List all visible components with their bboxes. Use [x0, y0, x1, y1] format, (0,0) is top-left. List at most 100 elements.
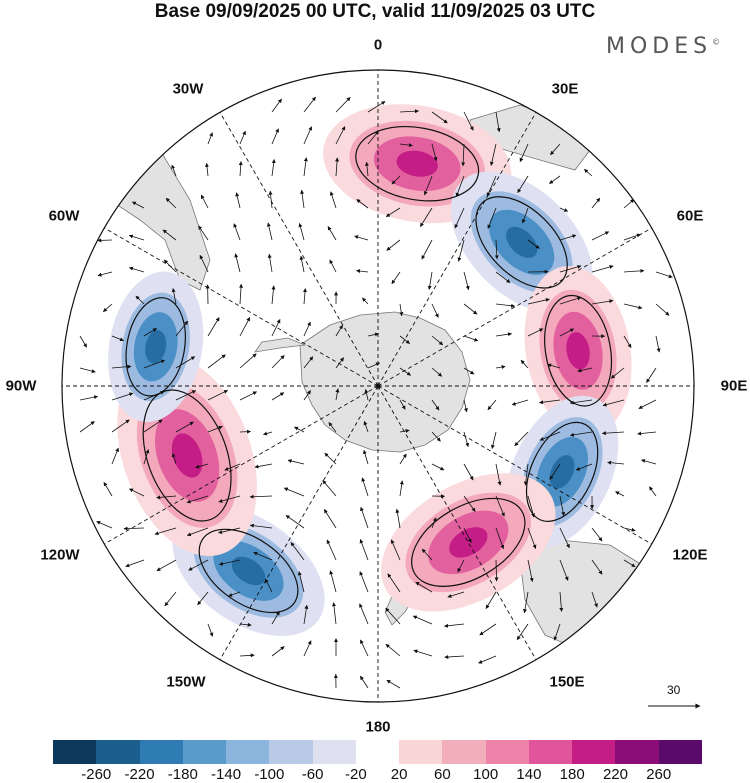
wind-arrow [111, 364, 132, 369]
wind-arrow [455, 175, 465, 197]
wind-arrow [188, 559, 209, 571]
wind-arrow [399, 453, 407, 465]
wind-arrow [591, 527, 603, 542]
wind-arrow [463, 463, 474, 481]
wind-arrow [649, 486, 657, 497]
wind-arrow [431, 463, 445, 471]
wind-arrow [239, 317, 251, 337]
wind-arrow [264, 578, 273, 593]
wind-arrow [195, 463, 209, 469]
wind-arrow [494, 559, 499, 582]
anomaly-level [145, 330, 167, 364]
wind-arrow [323, 509, 337, 529]
wind-arrow [591, 231, 610, 241]
wind-arrow [463, 111, 474, 131]
wind-arrow [186, 527, 209, 537]
modes-logo: MODES© [606, 34, 720, 59]
colorbar-swatch [442, 740, 486, 764]
wind-arrow [239, 622, 252, 627]
brand-text: MODES [606, 34, 713, 59]
wind-arrow [359, 571, 369, 593]
wind-arrow [249, 523, 273, 529]
wind-arrow [419, 207, 433, 227]
wind-arrow [285, 514, 305, 529]
wind-arrow [516, 623, 529, 641]
colorbar-tick-label: 180 [559, 766, 585, 783]
wind-arrow [271, 355, 285, 369]
wind-arrow [233, 223, 241, 241]
wind-arrow [463, 367, 475, 375]
wind-arrow [591, 591, 598, 608]
wind-arrow [156, 559, 177, 572]
contour-high-0 [355, 126, 480, 202]
wind-arrow [239, 130, 246, 145]
wind-arrow [549, 463, 561, 480]
wind-arrow [364, 161, 369, 177]
wind-arrow [431, 111, 448, 124]
wind-arrow [431, 303, 439, 318]
lon-label-120w: 120W [40, 546, 80, 564]
contour-low-40E [475, 196, 568, 289]
wind-arrow [577, 367, 593, 373]
wind-arrow [495, 463, 502, 486]
wind-arrow [359, 675, 369, 689]
wind-arrow [335, 97, 351, 113]
height-anomaly-fill [108, 104, 632, 636]
wind-arrow [197, 591, 209, 606]
colorbar [53, 740, 702, 764]
colorbar-swatch [355, 740, 400, 764]
wind-arrow [601, 431, 625, 436]
wind-arrow [431, 517, 437, 529]
wind-arrow [591, 559, 603, 575]
wind-arrow [559, 527, 570, 549]
wind-arrow [399, 109, 419, 114]
wind-arrow [413, 649, 433, 657]
wind-arrow [271, 319, 281, 337]
wind-arrow [239, 653, 255, 658]
wind-arrow [527, 527, 537, 549]
wind-arrow [521, 207, 529, 224]
wind-arrow [79, 395, 99, 401]
lon-label-90e: 90E [720, 377, 748, 395]
wind-arrow [457, 239, 465, 262]
wind-arrow [363, 449, 369, 465]
wind-arrow [207, 389, 229, 401]
wind-arrow [454, 207, 465, 229]
contour-line [411, 497, 526, 587]
wind-arrow [360, 506, 369, 529]
meridian [377, 112, 537, 387]
wind-arrow [602, 399, 625, 407]
wind-arrow [385, 207, 401, 218]
wind-arrow [79, 421, 95, 433]
wind-arrow [638, 399, 657, 409]
wind-arrow [303, 321, 311, 337]
wind-arrow [239, 391, 258, 401]
wind-arrow [298, 223, 305, 241]
wind-arrow [655, 335, 661, 353]
wind-arrow [327, 226, 337, 241]
wind-arrow [463, 527, 472, 543]
colorbar-tick-label: 60 [434, 766, 451, 783]
wind-arrow [97, 238, 113, 243]
colorbar-swatch [53, 740, 97, 764]
wind-arrow [549, 175, 561, 184]
anomaly-high-80E [524, 266, 632, 436]
colorbar-tick-label: -180 [167, 766, 198, 783]
wind-arrow [332, 602, 337, 625]
wind-arrow [559, 264, 582, 273]
wind-arrow [271, 128, 279, 145]
contour-line [198, 528, 299, 614]
wind-arrow [623, 303, 643, 310]
wind-arrow [97, 271, 113, 277]
colorbar-tick-label: -140 [211, 766, 242, 783]
wind-arrow [335, 126, 346, 145]
wind-arrow [527, 495, 535, 518]
wind-arrow [271, 159, 276, 177]
wind-arrow [539, 399, 561, 405]
wind-arrow [207, 623, 214, 637]
wind-arrow [463, 495, 476, 512]
wind-arrow [128, 234, 145, 241]
wind-arrow [463, 431, 470, 448]
wind-arrow [171, 453, 177, 465]
